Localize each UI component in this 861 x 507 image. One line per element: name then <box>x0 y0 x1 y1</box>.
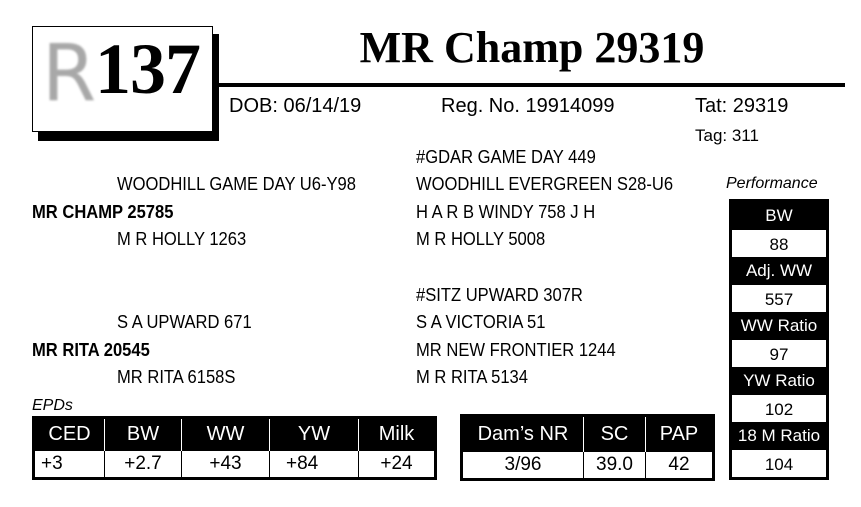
epd-value: +3 <box>33 450 105 479</box>
pedigree-sire-dam: M R HOLLY 1263 <box>117 229 247 249</box>
dam-stats-header: SC <box>583 415 646 452</box>
dam-stats-value: 3/96 <box>461 451 584 480</box>
reg-number: Reg. No. 19914099 <box>441 95 615 117</box>
lot-number: 137 <box>95 29 201 109</box>
perf-value-ww-ratio: 97 <box>732 340 826 367</box>
dam-stats-value: 42 <box>668 453 690 475</box>
perf-value-adj-ww: 557 <box>732 285 826 312</box>
perf-header-bw: BW <box>732 202 826 230</box>
pedigree-ddd: M R RITA 5134 <box>416 367 528 387</box>
epd-header: WW <box>181 417 270 451</box>
performance-label: Performance <box>726 175 818 192</box>
epd-header: Milk <box>358 417 436 451</box>
epds-label: EPDs <box>32 397 73 414</box>
pedigree-dss: #SITZ UPWARD 307R <box>416 285 583 305</box>
tag: Tag: 311 <box>695 126 759 145</box>
perf-header-adj-ww: Adj. WW <box>732 257 826 285</box>
epd-header: CED <box>33 417 105 451</box>
epd-value: +84 <box>269 450 359 479</box>
epd-value: +2.7 <box>104 450 182 479</box>
perf-value-yw-ratio: 102 <box>732 395 826 422</box>
pedigree-sdd: M R HOLLY 5008 <box>416 229 546 249</box>
performance-panel: BW 88 Adj. WW 557 WW Ratio 97 YW Ratio 1… <box>729 199 829 480</box>
epd-header: YW <box>269 417 359 451</box>
epd-value: +24 <box>380 452 413 474</box>
dam-stats-header: Dam’s NR <box>461 415 584 452</box>
perf-header-yw-ratio: YW Ratio <box>732 367 826 395</box>
pedigree-ssd: WOODHILL EVERGREEN S28-U6 <box>416 174 674 194</box>
pedigree-dds: MR NEW FRONTIER 1244 <box>416 340 616 360</box>
pedigree-dsd: S A VICTORIA 51 <box>416 312 546 332</box>
perf-value-18m-ratio: 104 <box>732 450 826 477</box>
title-divider <box>219 83 845 87</box>
pedigree-dam-dam: MR RITA 6158S <box>117 367 236 387</box>
pedigree-sire: MR CHAMP 25785 <box>32 202 174 222</box>
dob: DOB: 06/14/19 <box>229 95 362 117</box>
dam-stats-table: Dam’s NR SC PAP 3/96 39.0 42 <box>460 414 715 481</box>
pedigree-sss: #GDAR GAME DAY 449 <box>416 147 596 167</box>
dam-stats-header: PAP <box>645 415 714 452</box>
ranch-logo: R <box>42 29 97 119</box>
perf-header-18m-ratio: 18 M Ratio <box>732 422 826 450</box>
epd-value: +43 <box>181 450 270 479</box>
epd-table: CED BW WW YW Milk +3 +2.7 +43 +84 +24 <box>32 416 437 480</box>
tattoo: Tat: 29319 <box>695 95 789 117</box>
animal-name: MR Champ 29319 <box>359 23 705 72</box>
perf-value-bw: 88 <box>732 230 826 257</box>
pedigree-dam: MR RITA 20545 <box>32 340 150 360</box>
pedigree-dam-sire: S A UPWARD 671 <box>117 312 252 332</box>
lot-box: R 137 <box>32 26 213 132</box>
epd-header: BW <box>104 417 182 451</box>
pedigree-sds: H A R B WINDY 758 J H <box>416 202 596 222</box>
dam-stats-value: 39.0 <box>583 451 646 480</box>
pedigree-sire-sire: WOODHILL GAME DAY U6-Y98 <box>117 174 356 194</box>
perf-header-ww-ratio: WW Ratio <box>732 312 826 340</box>
